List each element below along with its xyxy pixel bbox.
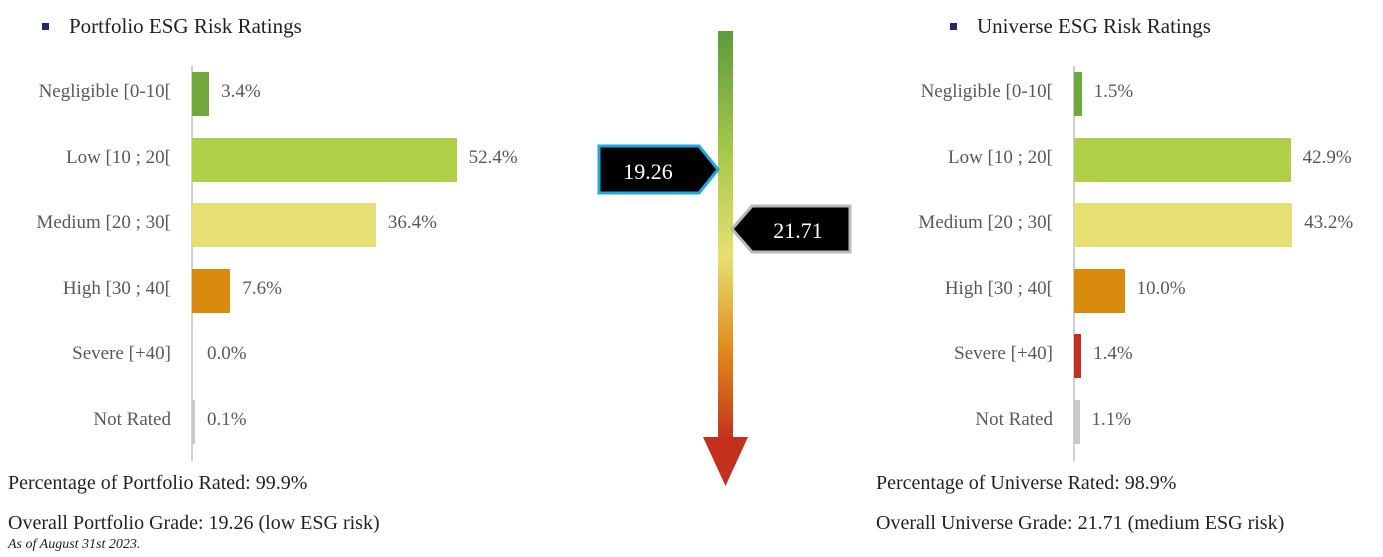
value-label: 1.5% <box>1093 81 1134 102</box>
universe-rated-text: Percentage of Universe Rated: 98.9% <box>876 472 1177 494</box>
bullet-square-icon <box>950 23 957 30</box>
risk-scale-arrow: 19.26 21.71 <box>597 31 852 486</box>
category-label: High [30 ; 40[ <box>944 277 1053 299</box>
value-label: 52.4% <box>468 146 518 168</box>
bullet-square-icon <box>42 23 49 30</box>
as-of-note: As of August 31st 2023. <box>8 537 141 552</box>
portfolio-title-row: Portfolio ESG Risk Ratings <box>42 14 302 39</box>
value-label: 0.0% <box>207 343 247 364</box>
value-label: 3.4% <box>221 81 261 102</box>
universe-grade-marker: 21.71 <box>730 204 852 254</box>
category-label: Not Rated <box>93 408 171 430</box>
universe-title-row: Universe ESG Risk Ratings <box>950 14 1211 39</box>
bar-0 <box>192 72 210 116</box>
value-label: 10.0% <box>1136 277 1186 299</box>
portfolio-panel: Portfolio ESG Risk Ratings Negligible [0… <box>0 0 600 557</box>
category-label: Low [10 ; 20[ <box>947 146 1053 168</box>
category-label: Medium [20 ; 30[ <box>918 212 1053 233</box>
category-label: Not Rated <box>975 408 1053 430</box>
category-label: Severe [+40] <box>954 343 1053 364</box>
value-label: 36.4% <box>387 212 437 233</box>
universe-grade-text: Overall Universe Grade: 21.71 (medium ES… <box>876 512 1285 534</box>
bar-1 <box>1074 137 1291 182</box>
category-label: Negligible [0-10[ <box>920 81 1053 102</box>
value-label: 42.9% <box>1302 146 1352 168</box>
bar-5 <box>1074 399 1080 444</box>
bar-3 <box>192 268 231 313</box>
bar-1 <box>192 137 457 182</box>
portfolio-grade-marker: 19.26 <box>597 144 720 195</box>
category-label: Severe [+40] <box>72 343 171 364</box>
scale-bar <box>718 31 733 441</box>
universe-chart-title: Universe ESG Risk Ratings <box>977 14 1211 38</box>
category-label: Low [10 ; 20[ <box>65 146 171 168</box>
universe-panel: Universe ESG Risk Ratings Negligible [0-… <box>860 0 1383 557</box>
bar-3 <box>1074 268 1125 313</box>
value-label: 0.1% <box>207 408 247 430</box>
bar-5 <box>192 399 195 444</box>
category-axis-line <box>1073 66 1075 461</box>
portfolio-grade-text: Overall Portfolio Grade: 19.26 (low ESG … <box>8 512 380 534</box>
scale-arrowhead <box>703 437 748 486</box>
category-label: Negligible [0-10[ <box>38 81 171 102</box>
portfolio-grade-marker-text: 19.26 <box>623 159 673 184</box>
category-label: High [30 ; 40[ <box>62 277 171 299</box>
bar-4 <box>1074 334 1082 378</box>
portfolio-chart-title: Portfolio ESG Risk Ratings <box>69 14 302 38</box>
value-label: 7.6% <box>242 277 282 299</box>
category-axis-line <box>191 66 193 461</box>
value-label: 1.4% <box>1093 343 1133 364</box>
bar-0 <box>1074 72 1082 116</box>
bar-2 <box>1074 203 1293 247</box>
value-label: 43.2% <box>1304 212 1354 233</box>
value-label: 1.1% <box>1091 408 1132 430</box>
bar-2 <box>192 203 376 247</box>
portfolio-rated-text: Percentage of Portfolio Rated: 99.9% <box>8 472 308 494</box>
universe-grade-marker-text: 21.71 <box>773 218 823 243</box>
category-label: Medium [20 ; 30[ <box>36 212 171 233</box>
